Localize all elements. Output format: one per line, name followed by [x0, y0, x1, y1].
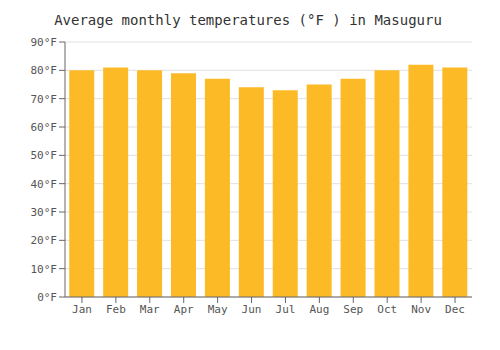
svg-text:50°F: 50°F: [31, 149, 58, 162]
svg-text:May: May: [208, 303, 228, 316]
svg-text:30°F: 30°F: [31, 206, 58, 219]
svg-text:Jun: Jun: [242, 303, 262, 316]
svg-text:Jul: Jul: [276, 303, 296, 316]
svg-text:Sep: Sep: [343, 303, 363, 316]
svg-text:Mar: Mar: [140, 303, 160, 316]
svg-text:20°F: 20°F: [31, 234, 58, 247]
svg-text:60°F: 60°F: [31, 121, 58, 134]
svg-text:Apr: Apr: [174, 303, 194, 316]
svg-text:0°F: 0°F: [37, 291, 57, 304]
svg-text:Aug: Aug: [309, 303, 329, 316]
svg-text:40°F: 40°F: [31, 178, 58, 191]
svg-text:Jan: Jan: [72, 303, 92, 316]
svg-text:Feb: Feb: [106, 303, 126, 316]
svg-text:80°F: 80°F: [31, 64, 58, 77]
svg-text:Dec: Dec: [445, 303, 465, 316]
svg-text:10°F: 10°F: [31, 263, 58, 276]
svg-text:Oct: Oct: [377, 303, 397, 316]
svg-text:70°F: 70°F: [31, 93, 58, 106]
svg-text:90°F: 90°F: [31, 36, 58, 49]
html-text:Average monthly temperatures (: Average monthly temperatures (°F ) in Ma…: [54, 12, 442, 28]
svg-text:Nov: Nov: [411, 303, 431, 316]
